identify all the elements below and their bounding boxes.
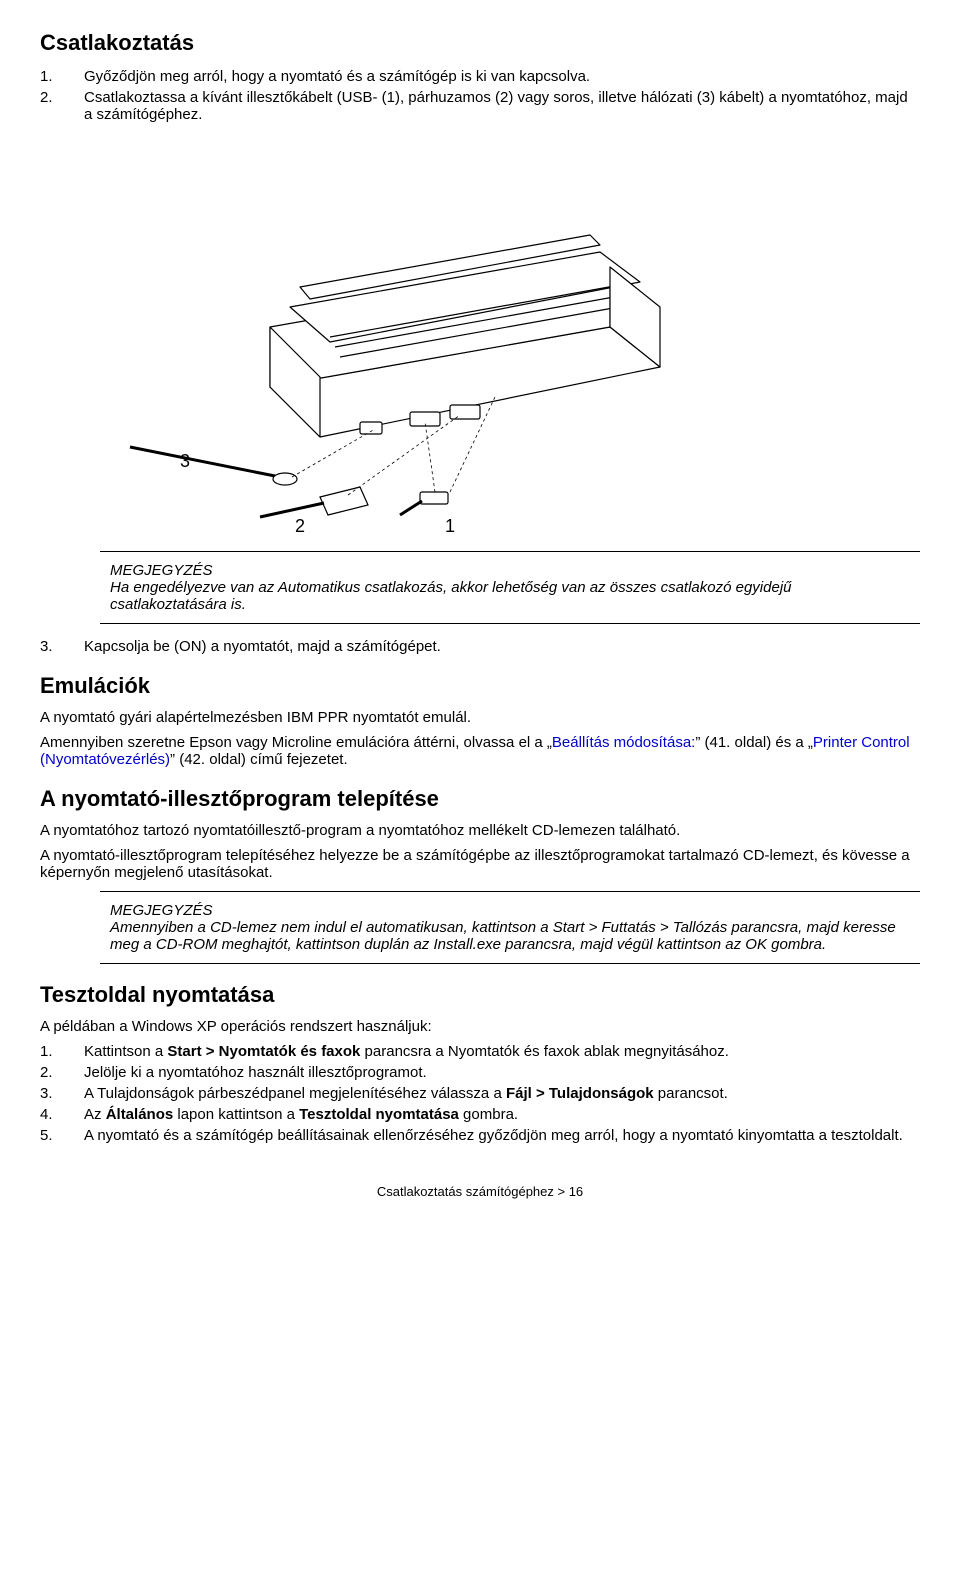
- text: lapon kattintson a: [173, 1106, 299, 1123]
- figure-label-1: 1: [445, 516, 455, 536]
- list-text: Csatlakoztassa a kívánt illesztőkábelt (…: [84, 89, 920, 123]
- link-settings[interactable]: Beállítás módosítása:: [552, 734, 695, 751]
- bold: Általános: [106, 1106, 174, 1123]
- text: ” (41. oldal) és a „: [695, 734, 813, 751]
- text: Kattintson a: [84, 1043, 167, 1060]
- testpage-steps: 1. Kattintson a Start > Nyomtatók és fax…: [40, 1043, 920, 1144]
- note-label: MEGJEGYZÉS: [110, 562, 910, 579]
- text: Amennyiben szeretne Epson vagy Microline…: [40, 734, 552, 751]
- list-item: 5. A nyomtató és a számítógép beállítása…: [40, 1127, 920, 1144]
- text: Az: [84, 1106, 106, 1123]
- bold: Start > Nyomtatók és faxok: [167, 1043, 360, 1060]
- list-text: Kapcsolja be (ON) a nyomtatót, majd a sz…: [84, 638, 920, 655]
- list-text: Az Általános lapon kattintson a Tesztold…: [84, 1106, 920, 1123]
- list-text: A Tulajdonságok párbeszédpanel megjelení…: [84, 1085, 920, 1102]
- note-text: Ha engedélyezve van az Automatikus csatl…: [110, 579, 910, 613]
- printer-figure: 1 2 3: [100, 137, 920, 541]
- list-number: 1.: [40, 1043, 84, 1060]
- list-number: 3.: [40, 1085, 84, 1102]
- printer-illustration: 1 2 3: [100, 137, 720, 537]
- list-item: 1. Kattintson a Start > Nyomtatók és fax…: [40, 1043, 920, 1060]
- list-item: 3. Kapcsolja be (ON) a nyomtatót, majd a…: [40, 638, 920, 655]
- emulations-heading: Emulációk: [40, 673, 920, 699]
- list-text: A nyomtató és a számítógép beállításaina…: [84, 1127, 920, 1144]
- list-item: 2. Jelölje ki a nyomtatóhoz használt ill…: [40, 1064, 920, 1081]
- install-p1: A nyomtatóhoz tartozó nyomtatóillesztő-p…: [40, 822, 920, 839]
- steps-list-1: 1. Győződjön meg arról, hogy a nyomtató …: [40, 68, 920, 123]
- list-number: 5.: [40, 1127, 84, 1144]
- testpage-intro: A példában a Windows XP operációs rendsz…: [40, 1018, 920, 1035]
- note-box-1: MEGJEGYZÉS Ha engedélyezve van az Automa…: [100, 551, 920, 624]
- steps-list-2: 3. Kapcsolja be (ON) a nyomtatót, majd a…: [40, 638, 920, 655]
- list-number: 2.: [40, 89, 84, 123]
- bold: Tesztoldal nyomtatása: [299, 1106, 459, 1123]
- list-number: 4.: [40, 1106, 84, 1123]
- page-title: Csatlakoztatás: [40, 30, 920, 56]
- install-heading: A nyomtató-illesztőprogram telepítése: [40, 786, 920, 812]
- emulations-p1: A nyomtató gyári alapértelmezésben IBM P…: [40, 709, 920, 726]
- emulations-p2: Amennyiben szeretne Epson vagy Microline…: [40, 734, 920, 768]
- testpage-heading: Tesztoldal nyomtatása: [40, 982, 920, 1008]
- text: gombra.: [459, 1106, 518, 1123]
- text: parancsot.: [654, 1085, 728, 1102]
- bold: Fájl > Tulajdonságok: [506, 1085, 654, 1102]
- list-number: 2.: [40, 1064, 84, 1081]
- list-item: 3. A Tulajdonságok párbeszédpanel megjel…: [40, 1085, 920, 1102]
- list-number: 1.: [40, 68, 84, 85]
- list-text: Jelölje ki a nyomtatóhoz használt illesz…: [84, 1064, 920, 1081]
- note-label: MEGJEGYZÉS: [110, 902, 910, 919]
- text: A nyomtató és a számítógép beállításaina…: [84, 1127, 903, 1144]
- text: A Tulajdonságok párbeszédpanel megjelení…: [84, 1085, 506, 1102]
- text: Jelölje ki a nyomtatóhoz használt illesz…: [84, 1064, 427, 1081]
- note-box-2: MEGJEGYZÉS Amennyiben a CD-lemez nem ind…: [100, 891, 920, 964]
- text: parancsra a Nyomtatók és faxok ablak meg…: [360, 1043, 729, 1060]
- figure-label-2: 2: [295, 516, 305, 536]
- list-item: 4. Az Általános lapon kattintson a Teszt…: [40, 1106, 920, 1123]
- text: ” (42. oldal) című fejezetet.: [170, 751, 348, 768]
- list-item: 1. Győződjön meg arról, hogy a nyomtató …: [40, 68, 920, 85]
- list-number: 3.: [40, 638, 84, 655]
- list-text: Kattintson a Start > Nyomtatók és faxok …: [84, 1043, 920, 1060]
- install-p2: A nyomtató-illesztőprogram telepítéséhez…: [40, 847, 920, 881]
- note-text: Amennyiben a CD-lemez nem indul el autom…: [110, 919, 910, 953]
- list-text: Győződjön meg arról, hogy a nyomtató és …: [84, 68, 920, 85]
- page-footer: Csatlakoztatás számítógéphez > 16: [40, 1184, 920, 1199]
- figure-label-3: 3: [180, 451, 190, 471]
- list-item: 2. Csatlakoztassa a kívánt illesztőkábel…: [40, 89, 920, 123]
